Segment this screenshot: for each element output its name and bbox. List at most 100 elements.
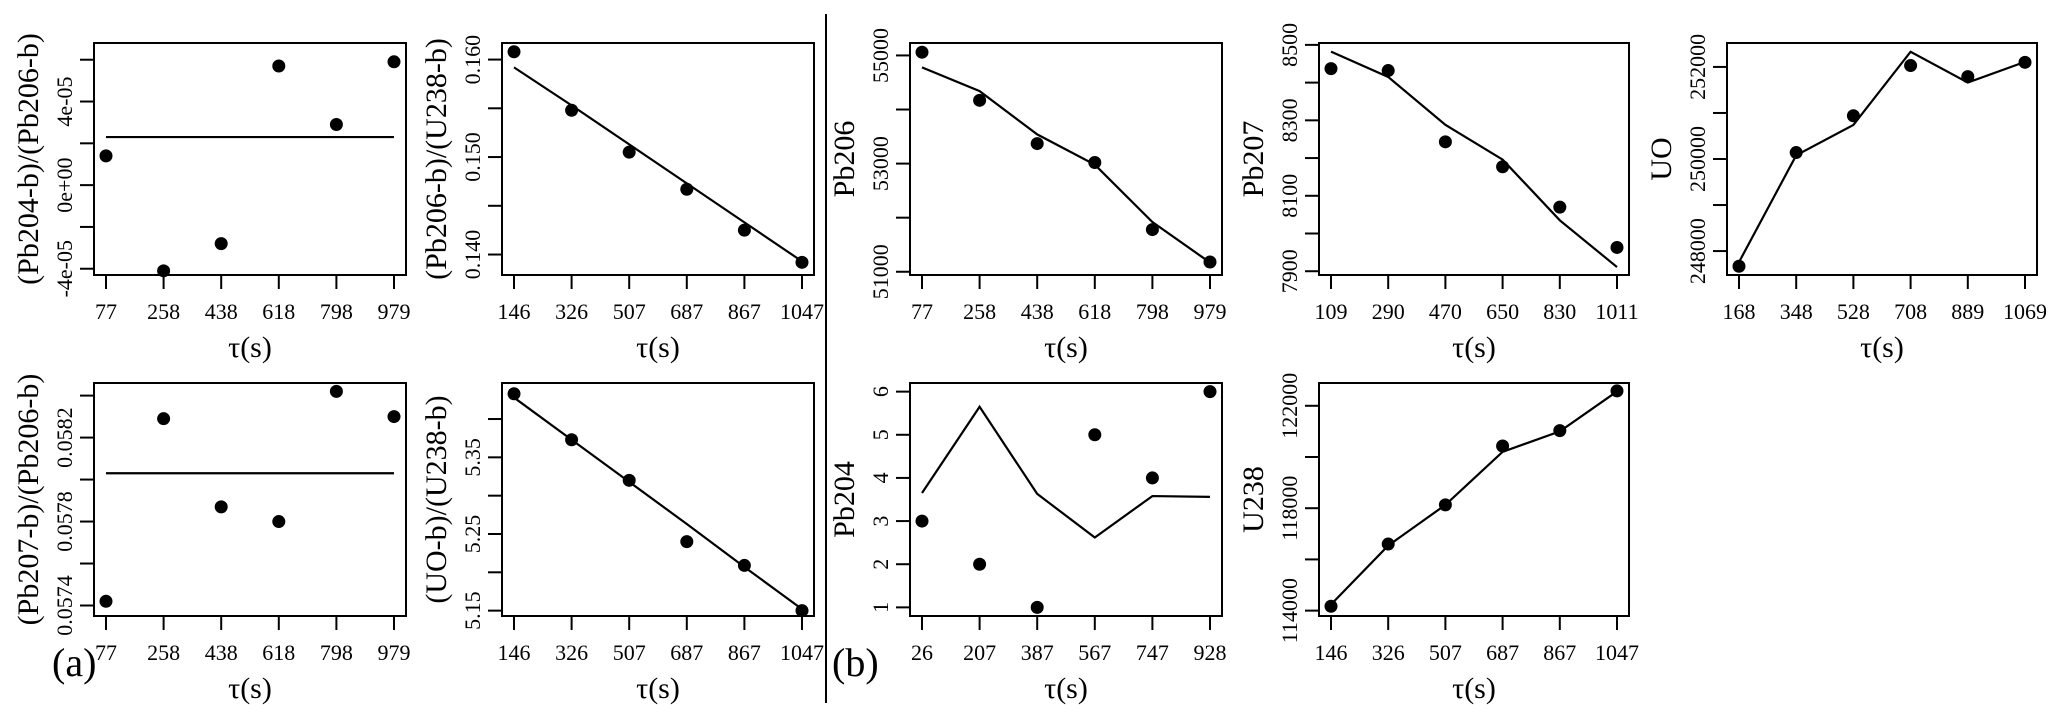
x-tick-label: 1011	[1595, 299, 1638, 324]
panel-b4: 26 207 387 567 747 928 1 2 3 4 5 6 τ(s) Pb204	[828, 382, 1227, 705]
data-point	[1438, 135, 1452, 149]
x-tick-label: 867	[1543, 640, 1576, 665]
x-tick-label: 650	[1486, 299, 1519, 324]
x-tick-label: 326	[555, 299, 588, 324]
x-tick-label: 348	[1780, 299, 1813, 324]
data-point	[1496, 439, 1510, 453]
y-axis-title: (Pb207-b)/(Pb206-b)	[12, 374, 45, 626]
x-tick-label: 1047	[780, 299, 824, 324]
x-tick-label: 438	[205, 299, 238, 324]
plot-frame	[1726, 42, 2038, 276]
y-tick-label: 5	[868, 429, 893, 440]
x-tick-label: 438	[205, 640, 238, 665]
x-axis-title: τ(s)	[228, 672, 272, 705]
data-point	[915, 45, 929, 59]
data-point	[387, 410, 401, 424]
data-point	[1030, 137, 1044, 151]
data-point	[1324, 62, 1338, 76]
data-point	[99, 594, 113, 608]
panel-tag-a: (a)	[52, 640, 96, 685]
x-tick-label: 528	[1837, 299, 1870, 324]
x-axis-title: τ(s)	[636, 331, 680, 364]
x-tick-label: 1047	[1595, 640, 1639, 665]
y-axis-title: UO	[1645, 137, 1678, 180]
data-point	[214, 500, 228, 514]
panel-b3: 168 348 528 708 889 1069 248000 250000 252000 τ(s…	[1645, 34, 2047, 364]
x-tick-label: 687	[670, 299, 703, 324]
x-tick-label: 26	[911, 640, 933, 665]
y-tick-label: 250000	[1685, 126, 1710, 192]
data-point	[157, 412, 171, 426]
x-tick-label: 109	[1315, 299, 1348, 324]
data-point	[1203, 385, 1217, 399]
x-axis-title: τ(s)	[1452, 672, 1496, 705]
y-tick-label: 252000	[1685, 34, 1710, 100]
y-tick-label: 4	[868, 472, 893, 483]
data-point	[1732, 259, 1746, 273]
data-point	[214, 237, 228, 251]
x-tick-label: 798	[1136, 299, 1169, 324]
panel-b1: 77 258 438 618 798 979 51000 53000 55000 τ(s) Pb20…	[828, 28, 1227, 364]
y-tick-label: 118000	[1277, 476, 1302, 541]
data-point	[1904, 59, 1918, 73]
y-tick-label: 8100	[1277, 174, 1302, 218]
y-tick-label: 4e-05	[52, 76, 77, 126]
data-point	[737, 558, 751, 572]
data-point	[507, 387, 521, 401]
data-point	[329, 384, 343, 398]
y-axis-title: U238	[1237, 466, 1270, 533]
y-tick-label: 0.0582	[52, 407, 77, 468]
data-point	[795, 604, 809, 618]
x-tick-label: 77	[95, 640, 117, 665]
data-point	[1030, 600, 1044, 614]
data-point	[1381, 537, 1395, 551]
x-axis-title: τ(s)	[228, 331, 272, 364]
x-tick-label: 798	[320, 640, 353, 665]
x-tick-label: 77	[95, 299, 117, 324]
plot-frame	[1318, 382, 1630, 617]
y-tick-label: 5.15	[460, 591, 485, 630]
x-tick-label: 979	[378, 299, 411, 324]
plot-frame	[501, 42, 815, 276]
x-tick-label: 326	[555, 640, 588, 665]
data-point	[1324, 599, 1338, 613]
x-tick-label: 618	[262, 299, 295, 324]
x-tick-label: 146	[1315, 640, 1348, 665]
x-tick-label: 708	[1894, 299, 1927, 324]
data-point	[507, 45, 521, 59]
data-point	[272, 515, 286, 529]
data-point	[1496, 160, 1510, 174]
x-tick-label: 567	[1078, 640, 1111, 665]
y-axis-title: (Pb206-b)/(U238-b)	[420, 38, 453, 280]
y-tick-label: 2	[868, 559, 893, 570]
data-point	[1145, 471, 1159, 485]
x-axis-title: τ(s)	[1860, 331, 1904, 364]
y-tick-label: 5.25	[460, 515, 485, 554]
x-tick-label: 889	[1951, 299, 1984, 324]
y-tick-label: 0.140	[460, 230, 485, 280]
y-tick-label: 8300	[1277, 98, 1302, 142]
y-tick-label: 0.160	[460, 35, 485, 84]
y-tick-label: 5.35	[460, 438, 485, 477]
x-tick-label: 1047	[780, 640, 824, 665]
x-tick-label: 687	[670, 640, 703, 665]
x-tick-label: 470	[1429, 299, 1462, 324]
y-tick-label: 6	[868, 386, 893, 397]
x-tick-label: 687	[1486, 640, 1519, 665]
y-tick-label: 0e+00	[52, 158, 77, 213]
x-tick-label: 928	[1194, 640, 1227, 665]
x-tick-label: 1069	[2003, 299, 2047, 324]
y-tick-label: 8500	[1277, 23, 1302, 67]
plot-frame	[93, 382, 407, 617]
data-point	[99, 149, 113, 163]
panel-a3: 77 258 438 618 798 979 0.0574 0.0578 0.0582 τ(s) (…	[12, 374, 411, 705]
data-point	[2018, 55, 2032, 69]
data-point	[272, 59, 286, 73]
y-tick-label: 0.0578	[52, 491, 77, 552]
data-point	[973, 93, 987, 107]
x-tick-label: 326	[1372, 640, 1405, 665]
y-tick-label: 0.150	[460, 132, 485, 182]
x-tick-label: 77	[911, 299, 933, 324]
y-tick-label: 248000	[1685, 218, 1710, 284]
